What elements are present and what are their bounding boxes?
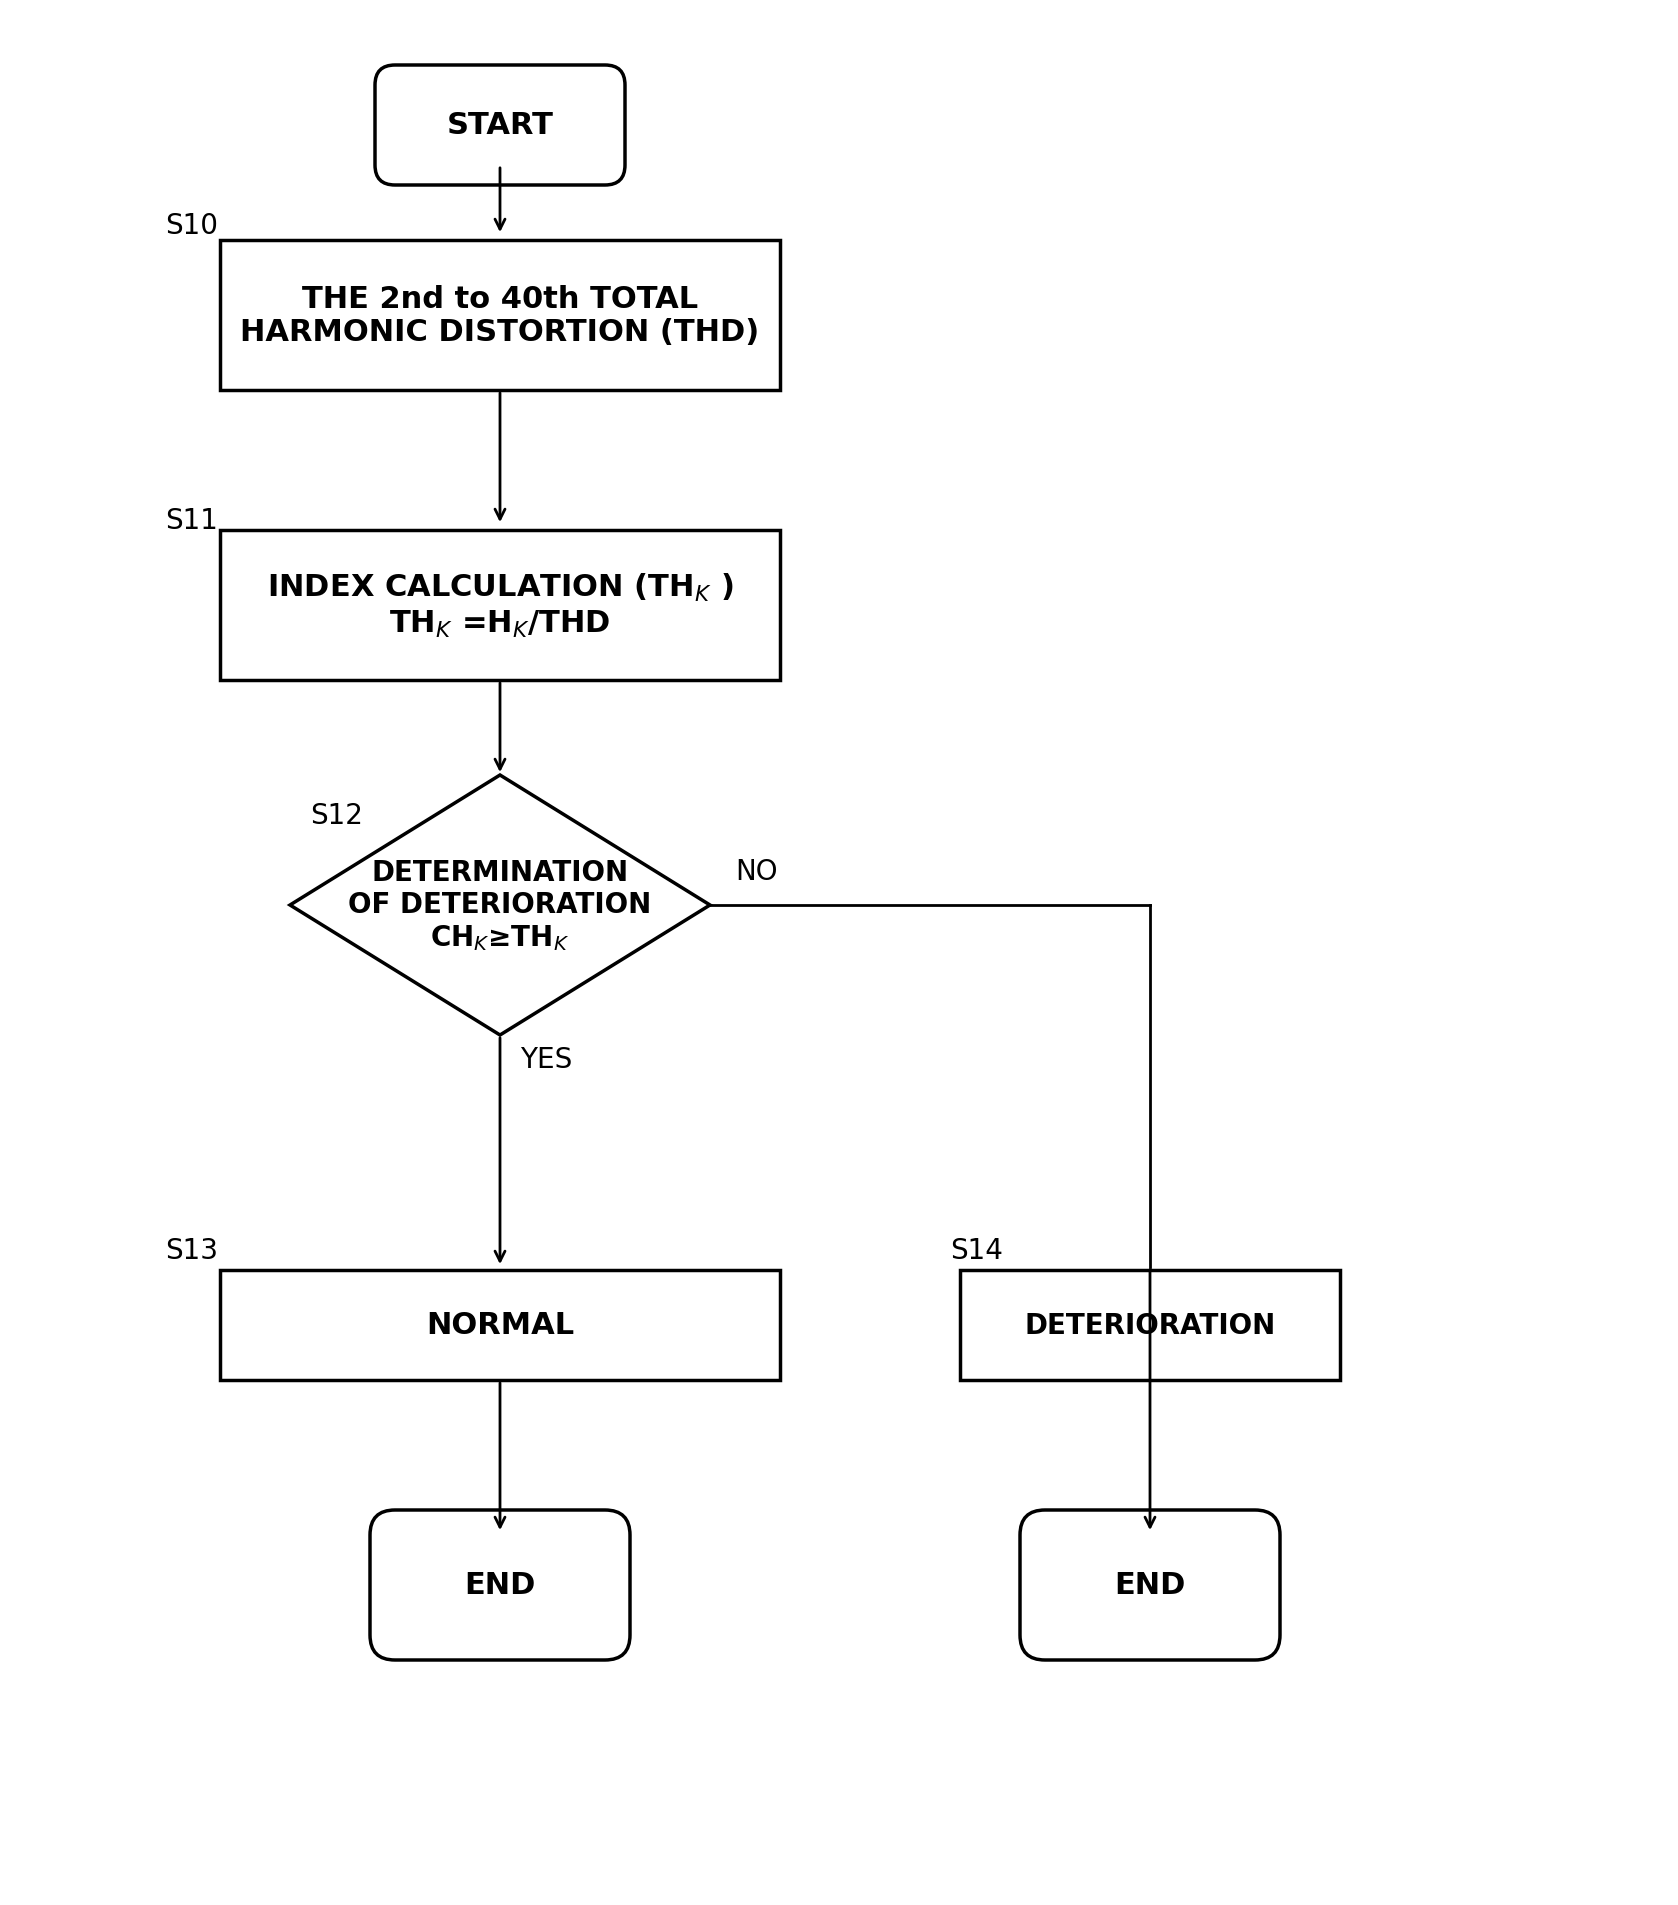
Text: S13: S13 (164, 1236, 218, 1265)
FancyBboxPatch shape (1020, 1511, 1280, 1659)
Text: S14: S14 (950, 1236, 1003, 1265)
Bar (960, 1271, 1341, 1381)
FancyBboxPatch shape (371, 1511, 629, 1659)
Text: S11: S11 (164, 507, 218, 535)
Text: DETERIORATION: DETERIORATION (1024, 1311, 1275, 1339)
Text: END: END (465, 1572, 535, 1600)
Text: S10: S10 (164, 211, 218, 240)
Text: THE 2nd to 40th TOTAL
HARMONIC DISTORTION (THD): THE 2nd to 40th TOTAL HARMONIC DISTORTIO… (240, 284, 760, 347)
Text: START: START (446, 110, 554, 141)
Polygon shape (290, 775, 710, 1036)
Text: NO: NO (735, 857, 777, 886)
Text: DETERMINATION
OF DETERIORATION
CH$_K$≥TH$_K$: DETERMINATION OF DETERIORATION CH$_K$≥TH… (349, 857, 651, 952)
FancyBboxPatch shape (374, 67, 624, 187)
Text: S12: S12 (310, 802, 362, 829)
Bar (220, 240, 780, 391)
Bar (220, 531, 780, 680)
Text: YES: YES (520, 1046, 572, 1073)
Text: NORMAL: NORMAL (426, 1311, 574, 1339)
Bar (220, 1271, 780, 1381)
Text: END: END (1114, 1572, 1186, 1600)
Text: INDEX CALCULATION (TH$_K$ )
TH$_K$ =H$_K$/THD: INDEX CALCULATION (TH$_K$ ) TH$_K$ =H$_K… (267, 572, 733, 640)
